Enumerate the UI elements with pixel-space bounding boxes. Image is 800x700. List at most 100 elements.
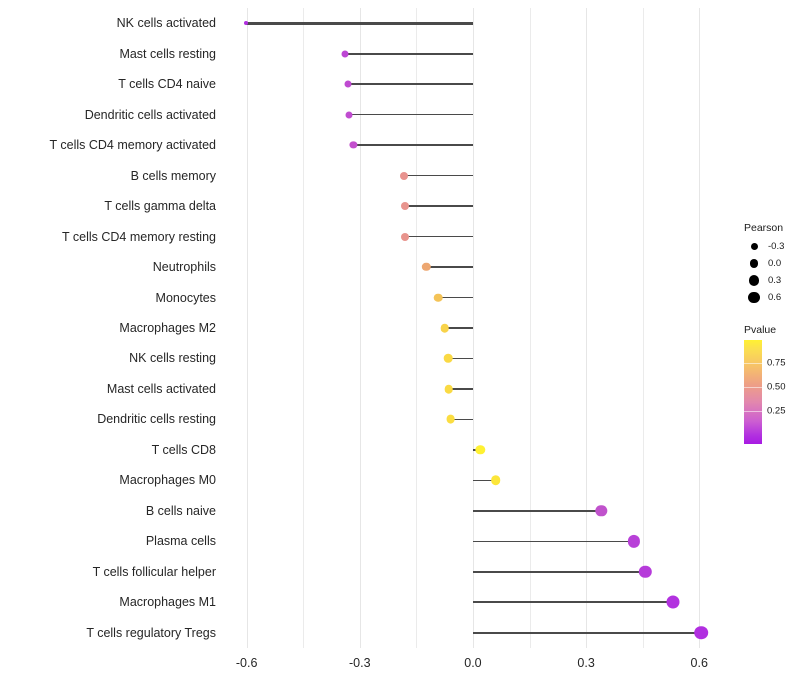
y-axis-label: T cells regulatory Tregs bbox=[86, 625, 216, 640]
lollipop-stem bbox=[348, 113, 473, 116]
pearson-legend-label: 0.0 bbox=[768, 258, 782, 269]
y-axis-label: T cells CD4 memory activated bbox=[49, 137, 217, 152]
x-axis-tick-label: 0.0 bbox=[464, 656, 482, 670]
colorbar-tick-label: 0.50 bbox=[767, 381, 786, 393]
pearson-legend-entry: -0.3 bbox=[744, 238, 800, 255]
pvalue-color-legend: Pvalue 0.75 0.50 0.25 bbox=[744, 324, 800, 444]
lollipop-stem bbox=[404, 174, 473, 177]
y-axis-label: T cells CD8 bbox=[151, 442, 216, 457]
lollipop-point[interactable] bbox=[400, 171, 409, 180]
gridline-minor bbox=[303, 8, 305, 648]
plot-panel bbox=[224, 8, 720, 648]
lollipop-point[interactable] bbox=[341, 50, 349, 58]
lollipop-point[interactable] bbox=[639, 565, 652, 578]
lollipop-stem bbox=[426, 266, 473, 268]
x-axis-tick-label: -0.6 bbox=[235, 656, 258, 670]
lollipop-point[interactable] bbox=[244, 21, 249, 26]
lollipop-point[interactable] bbox=[446, 415, 456, 424]
pearson-legend-entry: 0.3 bbox=[744, 272, 800, 289]
y-axis-labels: NK cells activated Mast cells resting T ce… bbox=[4, 8, 217, 648]
gridline-major bbox=[586, 8, 588, 648]
lollipop-point[interactable] bbox=[694, 625, 708, 640]
y-axis-label: Macrophages M1 bbox=[119, 595, 216, 610]
lollipop-point[interactable] bbox=[627, 535, 641, 548]
lollipop-stem bbox=[472, 571, 646, 573]
lollipop-point[interactable] bbox=[401, 232, 410, 241]
lollipop-stem bbox=[448, 388, 473, 390]
colorbar-tick bbox=[744, 386, 762, 388]
pearson-legend-dot bbox=[744, 291, 764, 304]
lollipop-stem bbox=[345, 52, 473, 55]
y-axis-label: Plasma cells bbox=[145, 534, 216, 549]
y-axis-label: T cells CD4 naive bbox=[118, 76, 216, 91]
colorbar-tick bbox=[744, 410, 762, 412]
gridline-minor bbox=[642, 8, 644, 648]
x-axis-tick-label: 0.3 bbox=[577, 656, 595, 670]
lollipop-stem bbox=[472, 631, 702, 634]
lollipop-point[interactable] bbox=[433, 293, 443, 302]
colorbar-tick-label: 0.75 bbox=[767, 357, 786, 369]
pearson-size-legend: Pearson -0.3 0.0 0.3 0.6 bbox=[744, 222, 800, 306]
lollipop-stem bbox=[353, 144, 473, 146]
lollipop-point[interactable] bbox=[666, 595, 680, 609]
lollipop-point[interactable] bbox=[440, 323, 449, 333]
colorbar-tick-label: 0.25 bbox=[767, 405, 786, 417]
x-axis: -0.6 -0.3 0.0 0.3 0.6 bbox=[224, 648, 720, 678]
lollipop-point[interactable] bbox=[490, 475, 501, 486]
y-axis-label: Neutrophils bbox=[152, 259, 216, 274]
lollipop-stem bbox=[472, 601, 674, 604]
x-axis-tick-label: -0.3 bbox=[349, 656, 371, 670]
y-axis-label: T cells follicular helper bbox=[92, 564, 216, 579]
gridline-major bbox=[472, 8, 474, 648]
pearson-legend-entry: 0.0 bbox=[744, 255, 800, 272]
lollipop-point[interactable] bbox=[400, 202, 409, 211]
gridline-major bbox=[699, 8, 701, 648]
lollipop-stem bbox=[448, 357, 473, 360]
lollipop-stem bbox=[472, 540, 634, 543]
colorbar-tick bbox=[744, 362, 762, 364]
y-axis-label: Macrophages M0 bbox=[119, 473, 216, 488]
lollipop-point[interactable] bbox=[421, 262, 431, 272]
pearson-legend-label: -0.3 bbox=[768, 241, 785, 252]
lollipop-stem bbox=[438, 296, 473, 299]
lollipop-point[interactable] bbox=[349, 141, 357, 149]
y-axis-label: Dendritic cells resting bbox=[97, 412, 216, 427]
lollipop-stem bbox=[405, 235, 473, 238]
colorbar-gradient bbox=[744, 340, 762, 444]
lollipop-stem bbox=[450, 418, 473, 421]
pearson-legend-label: 0.6 bbox=[768, 292, 782, 303]
y-axis-label: B cells memory bbox=[130, 168, 216, 183]
lollipop-point[interactable] bbox=[443, 354, 453, 363]
pvalue-legend-title: Pvalue bbox=[744, 324, 777, 336]
lollipop-point[interactable] bbox=[344, 80, 352, 88]
gridline-major bbox=[359, 8, 361, 648]
y-axis-label: T cells gamma delta bbox=[104, 198, 216, 213]
y-axis-label: Mast cells resting bbox=[119, 46, 216, 61]
y-axis-label: NK cells activated bbox=[116, 15, 216, 30]
y-axis-label: Dendritic cells activated bbox=[84, 107, 216, 122]
pearson-legend-label: 0.3 bbox=[768, 275, 782, 286]
y-axis-label: B cells naive bbox=[145, 503, 216, 518]
gridline-minor bbox=[416, 8, 418, 648]
gridline-major bbox=[246, 8, 248, 648]
lollipop-stem bbox=[444, 327, 473, 329]
y-axis-label: NK cells resting bbox=[129, 351, 216, 366]
gridline-minor bbox=[529, 8, 531, 648]
legend-group: Pearson -0.3 0.0 0.3 0.6 Pvalue 0.75 0.50 0.2… bbox=[744, 222, 800, 444]
lollipop-stem bbox=[472, 510, 602, 512]
lollipop-point[interactable] bbox=[595, 505, 607, 517]
lollipop-point[interactable] bbox=[475, 445, 485, 455]
pearson-legend-entry: 0.6 bbox=[744, 289, 800, 306]
lollipop-point[interactable] bbox=[345, 111, 353, 119]
y-axis-label: T cells CD4 memory resting bbox=[62, 229, 216, 244]
pearson-legend-title: Pearson bbox=[744, 222, 784, 234]
lollipop-stem bbox=[347, 83, 473, 85]
pearson-legend-dot bbox=[744, 259, 764, 268]
x-axis-tick-label: 0.6 bbox=[690, 656, 708, 670]
pearson-legend-dot bbox=[744, 275, 764, 286]
lollipop-stem bbox=[404, 205, 473, 207]
y-axis-label: Monocytes bbox=[155, 290, 216, 305]
lollipop-point[interactable] bbox=[444, 384, 454, 394]
pearson-legend-dot bbox=[744, 243, 764, 250]
